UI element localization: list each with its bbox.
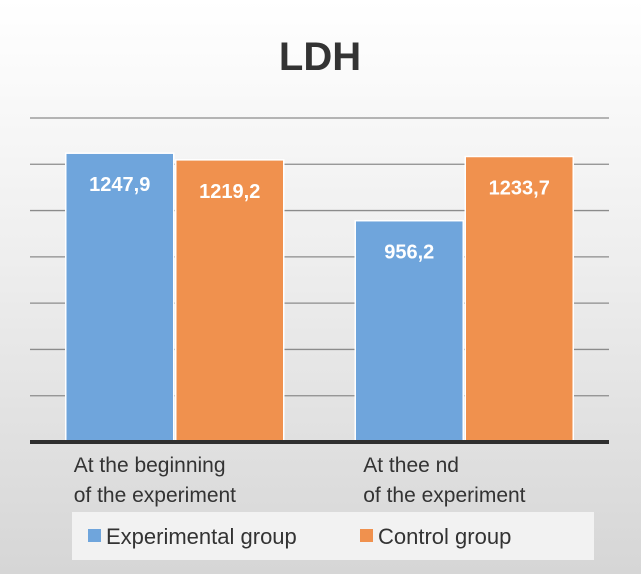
- legend: Experimental group Control group: [72, 512, 594, 560]
- legend-swatch: [88, 529, 101, 542]
- bar: [464, 155, 574, 443]
- category-label: At thee nd: [363, 454, 459, 477]
- category-label: of the experiment: [363, 484, 525, 507]
- bar: [65, 152, 175, 443]
- bar-value-label: 956,2: [384, 242, 434, 264]
- bars: 1247,9 1219,2 956,2 1233,7: [65, 152, 574, 443]
- bar-value-label: 1247,9: [89, 174, 150, 196]
- legend-label: Control group: [378, 524, 511, 549]
- category-label: At the beginning: [74, 454, 226, 477]
- legend-swatch: [360, 529, 373, 542]
- category-labels: At the beginning of the experiment At thee…: [74, 454, 526, 507]
- bar-value-label: 1233,7: [489, 177, 550, 199]
- category-label: of the experiment: [74, 484, 236, 507]
- bar-value-label: 1219,2: [199, 181, 260, 203]
- legend-label: Experimental group: [106, 524, 297, 549]
- bar: [354, 219, 464, 443]
- chart-title: LDH: [279, 35, 361, 79]
- legend-background: [72, 512, 594, 560]
